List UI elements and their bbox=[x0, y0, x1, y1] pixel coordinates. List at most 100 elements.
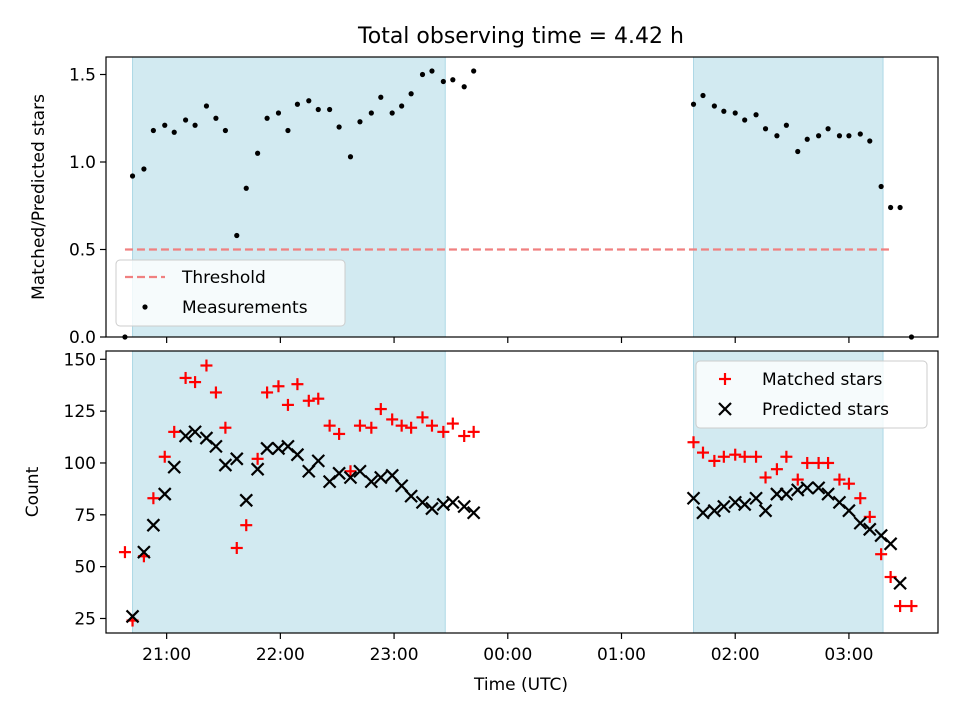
matched-star-point bbox=[302, 394, 315, 407]
measurement-point bbox=[378, 94, 384, 100]
matched-star-point bbox=[405, 421, 418, 434]
matched-star-point bbox=[230, 541, 243, 554]
top-x-ticks bbox=[166, 337, 850, 343]
legend-predicted-swatch bbox=[718, 402, 732, 416]
matched-star-point bbox=[729, 448, 742, 461]
predicted-star-point bbox=[457, 499, 471, 514]
measurement-point bbox=[732, 110, 738, 116]
measurement-point bbox=[825, 126, 831, 132]
matched-star-point bbox=[894, 600, 907, 613]
measurement-point bbox=[129, 173, 136, 179]
measurement-point bbox=[368, 110, 374, 116]
matched-star-point bbox=[905, 600, 918, 613]
measurement-point bbox=[408, 91, 414, 97]
predicted-star-point bbox=[821, 487, 835, 501]
top-panel: 0.0 0.5 1.0 1.5 Matched/Predicted stars Thr… bbox=[29, 56, 939, 348]
predicted-star-point bbox=[178, 429, 193, 443]
predicted-star-point bbox=[893, 576, 907, 591]
x-tick-label: 21:00 bbox=[142, 645, 191, 665]
measurement-point bbox=[888, 204, 894, 211]
measurement-point bbox=[783, 122, 789, 128]
measurement-point bbox=[721, 108, 727, 114]
predicted-star-point bbox=[883, 537, 898, 551]
matched-star-point bbox=[200, 359, 213, 372]
matched-star-point bbox=[842, 477, 855, 490]
predicted-star-point bbox=[737, 497, 752, 512]
matched-star-point bbox=[446, 417, 459, 430]
predicted-star-point bbox=[446, 495, 460, 510]
measurement-point bbox=[897, 204, 903, 211]
bottom-legend-box bbox=[695, 360, 928, 429]
predicted-star-point bbox=[800, 481, 815, 495]
legend-matched-label: Matched stars bbox=[762, 370, 882, 390]
predicted-star-point bbox=[353, 464, 367, 479]
matched-star-point bbox=[750, 450, 763, 463]
measurement-point bbox=[192, 122, 198, 128]
measurement-point bbox=[816, 133, 822, 139]
measurement-point bbox=[327, 106, 333, 113]
legend-measurements-swatch bbox=[142, 304, 148, 310]
observing-interval-2 bbox=[693, 56, 884, 338]
matched-star-point bbox=[353, 419, 366, 432]
predicted-star-point bbox=[218, 458, 233, 472]
measurement-point bbox=[141, 166, 147, 172]
predicted-star-point bbox=[466, 505, 481, 520]
top-axes-frame bbox=[105, 56, 939, 338]
measurement-point bbox=[357, 119, 363, 125]
matched-star-point bbox=[854, 492, 867, 505]
measurement-point bbox=[753, 112, 759, 118]
matched-star-point bbox=[209, 386, 222, 399]
x-tick-label: 00:00 bbox=[483, 645, 532, 665]
measurement-point bbox=[867, 138, 873, 144]
matched-star-point bbox=[219, 421, 232, 434]
matched-star-point bbox=[717, 450, 730, 463]
measurement-point bbox=[315, 106, 321, 113]
predicted-star-point bbox=[779, 487, 794, 501]
matched-star-point bbox=[240, 519, 253, 532]
measurement-point bbox=[690, 101, 697, 107]
matched-star-point bbox=[323, 419, 336, 432]
measurement-point bbox=[234, 232, 240, 239]
predicted-star-point bbox=[290, 447, 305, 462]
y-tick-label: 0.5 bbox=[69, 241, 96, 261]
matched-star-point bbox=[168, 425, 181, 438]
matched-star-point bbox=[386, 413, 399, 426]
y-tick-label: 50 bbox=[74, 558, 96, 578]
x-tick-label: 23:00 bbox=[370, 645, 419, 665]
matched-star-point bbox=[281, 398, 294, 411]
measurement-point bbox=[336, 124, 342, 130]
measurement-point bbox=[440, 78, 446, 85]
measurement-point bbox=[742, 117, 748, 123]
bottom-legend: Matched stars Predicted stars bbox=[695, 360, 928, 429]
matched-star-point bbox=[437, 425, 450, 438]
matched-star-point bbox=[687, 436, 700, 449]
legend-matched-swatch bbox=[719, 373, 731, 385]
measurement-point bbox=[429, 68, 435, 74]
measurement-point bbox=[711, 103, 717, 109]
matched-star-point bbox=[833, 473, 846, 486]
matched-star-point bbox=[333, 427, 346, 440]
top-legend: Threshold Measurements bbox=[115, 259, 346, 327]
measurement-point bbox=[255, 150, 261, 156]
measurement-point bbox=[243, 185, 249, 191]
matched-star-point bbox=[118, 546, 131, 559]
predicted-star-point bbox=[311, 454, 326, 468]
predicted-star-point bbox=[332, 466, 346, 481]
bottom-y-axis-label: Count bbox=[23, 466, 43, 517]
x-tick-label: 01:00 bbox=[597, 645, 646, 665]
top-legend-box bbox=[115, 259, 346, 327]
top-y-ticks: 0.0 0.5 1.0 1.5 bbox=[69, 66, 106, 348]
predicted-star-point bbox=[157, 487, 172, 501]
measurement-point bbox=[774, 133, 780, 139]
measurement-point bbox=[306, 98, 312, 104]
x-tick-label: 03:00 bbox=[824, 645, 873, 665]
count-points bbox=[118, 359, 918, 627]
measurement-point bbox=[182, 117, 189, 123]
matched-star-point bbox=[780, 450, 793, 463]
bottom-panel: 25 50 75 100 125 150 21:00 22:00 23:00 00:00 01:0… bbox=[23, 350, 939, 695]
predicted-star-point bbox=[146, 518, 161, 532]
predicted-star-point bbox=[137, 545, 151, 559]
matched-star-point bbox=[312, 392, 325, 405]
predicted-star-point bbox=[862, 522, 877, 537]
matched-star-point bbox=[251, 452, 264, 465]
